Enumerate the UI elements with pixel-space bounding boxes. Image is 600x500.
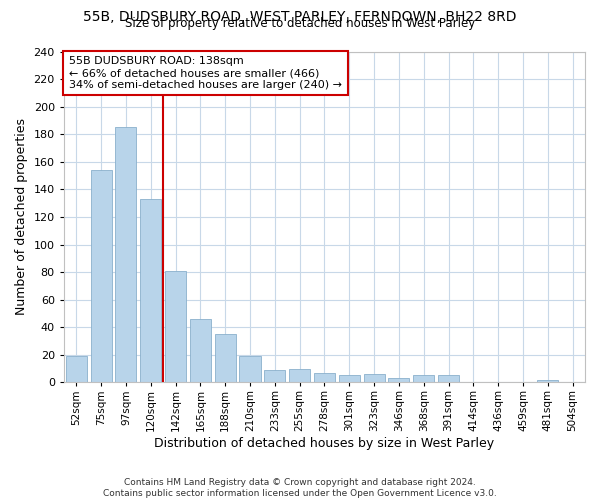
Bar bbox=[140, 199, 161, 382]
Bar bbox=[438, 376, 459, 382]
Text: Contains HM Land Registry data © Crown copyright and database right 2024.
Contai: Contains HM Land Registry data © Crown c… bbox=[103, 478, 497, 498]
Bar bbox=[165, 270, 186, 382]
Bar bbox=[264, 370, 286, 382]
Bar bbox=[115, 128, 136, 382]
Bar bbox=[364, 374, 385, 382]
Bar bbox=[413, 376, 434, 382]
Bar bbox=[190, 319, 211, 382]
Bar bbox=[314, 372, 335, 382]
Bar bbox=[338, 376, 360, 382]
Bar bbox=[289, 368, 310, 382]
Bar bbox=[215, 334, 236, 382]
Bar bbox=[388, 378, 409, 382]
Bar bbox=[65, 356, 87, 382]
Text: 55B DUDSBURY ROAD: 138sqm
← 66% of detached houses are smaller (466)
34% of semi: 55B DUDSBURY ROAD: 138sqm ← 66% of detac… bbox=[69, 56, 342, 90]
Text: Size of property relative to detached houses in West Parley: Size of property relative to detached ho… bbox=[125, 18, 475, 30]
X-axis label: Distribution of detached houses by size in West Parley: Distribution of detached houses by size … bbox=[154, 437, 494, 450]
Bar bbox=[239, 356, 260, 382]
Bar bbox=[537, 380, 559, 382]
Y-axis label: Number of detached properties: Number of detached properties bbox=[15, 118, 28, 316]
Bar bbox=[91, 170, 112, 382]
Text: 55B, DUDSBURY ROAD, WEST PARLEY, FERNDOWN, BH22 8RD: 55B, DUDSBURY ROAD, WEST PARLEY, FERNDOW… bbox=[83, 10, 517, 24]
